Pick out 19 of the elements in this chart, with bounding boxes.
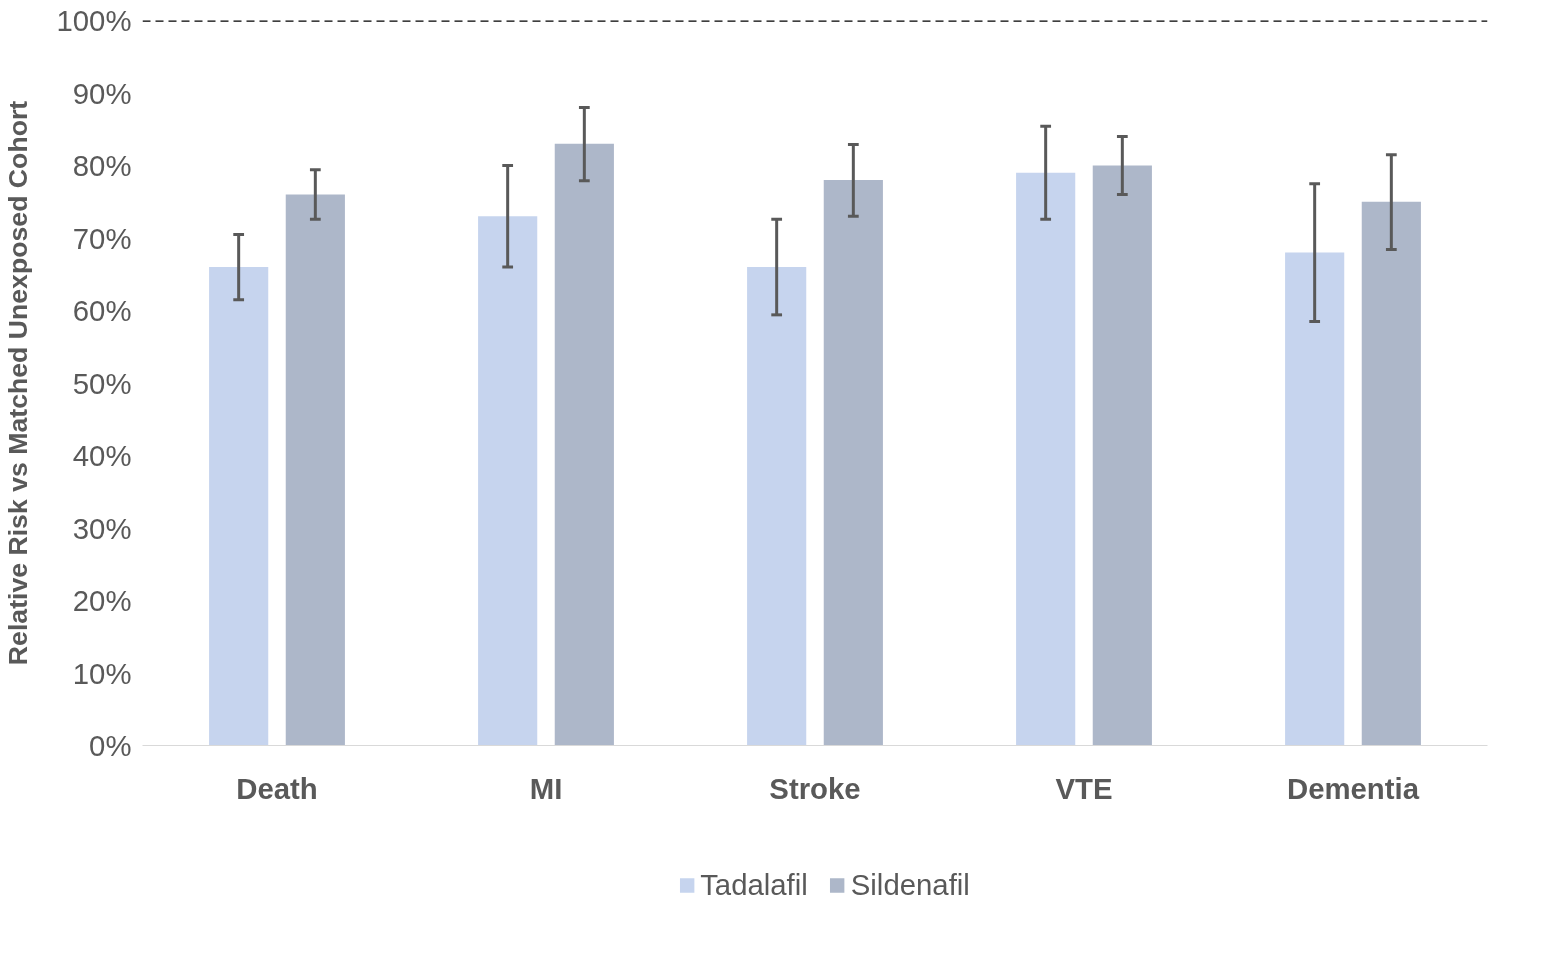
y-tick-label: 90% [72, 76, 132, 110]
y-tick-label: 20% [72, 584, 132, 617]
x-tick-label: Stroke [769, 771, 861, 805]
y-tick-label: 10% [72, 656, 132, 690]
y-tick-label: 0% [89, 729, 132, 762]
x-tick-label: Death [236, 771, 318, 805]
y-tick-label: 100% [56, 4, 132, 37]
y-tick-label: 30% [72, 511, 132, 545]
x-tick-label: VTE [1055, 771, 1113, 805]
y-tick-label: 60% [72, 294, 132, 327]
y-tick-label: 50% [72, 366, 132, 400]
y-tick-label: 80% [72, 149, 132, 182]
legend-label: Tadalafil [700, 868, 808, 902]
y-axis-title: Relative Risk vs Matched Unexposed Cohort [3, 100, 34, 666]
x-tick-label: Dementia [1286, 771, 1420, 805]
x-tick-label: MI [529, 771, 563, 805]
legend-label: Sildenafil [850, 868, 970, 902]
y-tick-label: 40% [72, 439, 132, 472]
y-tick-label: 70% [72, 221, 132, 255]
